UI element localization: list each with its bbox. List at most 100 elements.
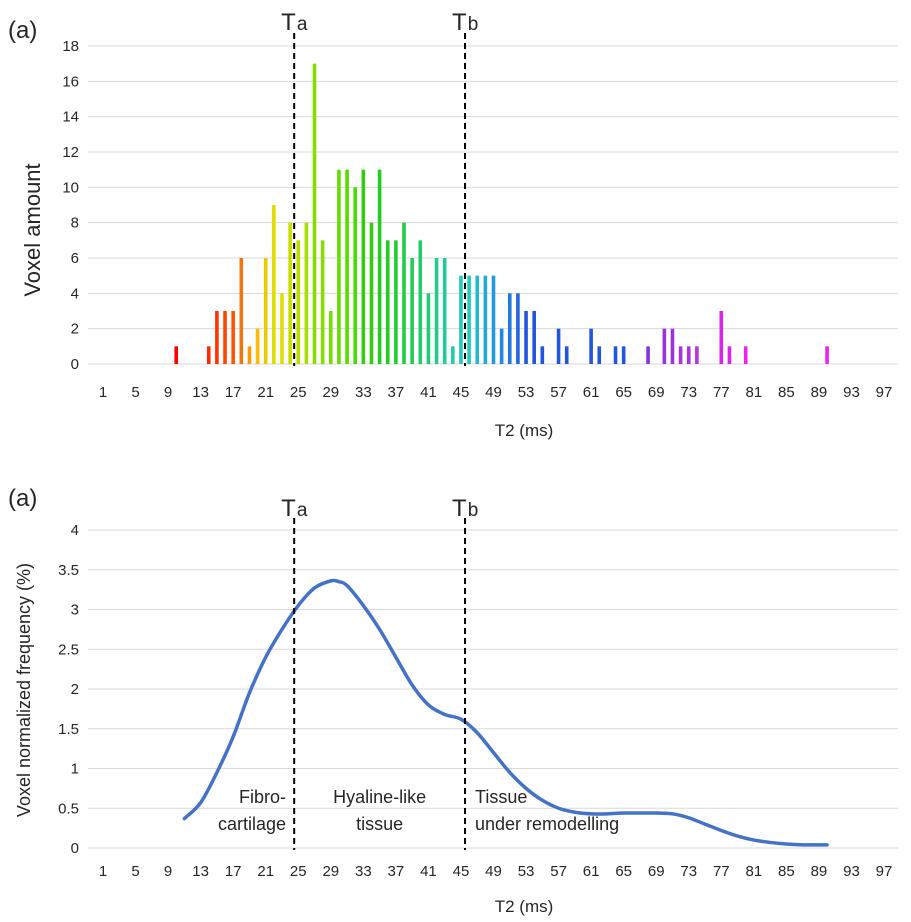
bar [483,275,488,364]
x-tick-label: 53 [518,863,535,880]
bar [215,311,219,364]
y-tick-label: 3 [71,602,79,619]
x-tick-label: 25 [290,384,307,401]
x-tick-label: 1 [99,863,107,880]
bar [589,328,593,364]
x-tick-label: 77 [713,384,730,401]
bar [727,346,732,364]
threshold-label: Ta [281,495,308,522]
frequency-series [182,578,829,847]
threshold-label-sub: a [297,14,308,35]
region-label: under remodelling [475,814,619,834]
bar [377,169,382,364]
bar [516,293,520,364]
x-tick-label: 29 [322,384,339,401]
bar [507,293,512,364]
bar [255,328,260,364]
threshold-label-main: T [452,495,467,522]
bar [825,346,829,364]
y-tick-label: 14 [62,109,79,126]
x-tick-label: 37 [388,384,405,401]
bar [206,346,211,364]
x-tick-label: 69 [648,384,665,401]
x-tick-label: 25 [290,863,307,880]
y-tick-label: 4 [71,285,79,302]
threshold-label: Ta [281,9,308,36]
x-tick-label: 89 [811,384,828,401]
y-axis-label: Voxel normalized frequency (%) [14,563,34,817]
bar [223,311,227,364]
bar [621,346,626,364]
y-tick-label: 0.5 [58,800,79,817]
bar [247,346,252,364]
x-tick-label: 21 [257,863,274,880]
y-tick-label: 6 [71,250,79,267]
threshold-label-main: T [452,9,467,36]
bar [304,222,309,364]
x-tick-label: 77 [713,863,730,880]
bar [361,169,366,364]
bar [613,346,618,364]
y-tick-label: 2.5 [58,641,79,658]
bar [174,346,179,364]
x-tick-label: 37 [388,863,405,880]
region-label: cartilage [218,814,286,834]
x-tick-label: 29 [322,863,339,880]
x-tick-label: 9 [164,384,172,401]
bar [564,346,569,364]
x-tick-label: 73 [680,863,697,880]
bar [743,346,748,364]
threshold-label-sub: b [468,500,479,521]
region-label: Tissue [475,787,527,807]
frequency-line [182,578,829,847]
x-tick-label: 85 [778,384,795,401]
histogram-panel: (a) 0 2 4 6 8 10 12 14 16 18 1 5 9 13 17 21 25 29 33 37 41 4… [8,9,898,440]
threshold-label-sub: b [468,14,479,35]
x-tick-label: 49 [485,384,502,401]
x-tick-label: 49 [485,863,502,880]
x-tick-label: 57 [550,384,567,401]
y-tick-labels: 0 0.5 1 1.5 2 2.5 3 3.5 4 [58,522,79,857]
bar [320,240,325,364]
x-tick-label: 53 [518,384,535,401]
x-tick-label: 93 [843,863,860,880]
y-tick-label: 2 [71,321,79,338]
bar [385,240,390,364]
x-tick-label: 93 [843,384,860,401]
bar [532,311,536,364]
bar [231,311,235,364]
threshold-label: Tb [452,9,478,36]
y-tick-label: 1.5 [58,721,79,738]
y-tick-label: 0 [71,356,79,373]
x-tick-label: 1 [99,384,107,401]
gridlines [88,45,898,365]
bar [272,205,276,364]
y-axis-label: Voxel amount [20,163,45,296]
panel-label: (a) [8,17,37,44]
bar [418,240,423,364]
bars [174,63,829,365]
x-tick-label: 89 [811,863,828,880]
region-labels: Fibro-cartilage Hyaline-like tissue Tissue u… [218,787,619,834]
x-tick-label: 5 [131,384,139,401]
x-tick-label: 65 [615,863,632,880]
x-tick-label: 13 [192,863,209,880]
y-tick-label: 8 [71,215,79,232]
bar [678,346,683,364]
x-tick-label: 69 [648,863,665,880]
gridlines [88,529,898,849]
x-tick-label: 17 [225,384,242,401]
x-tick-label: 33 [355,863,372,880]
y-tick-label: 3.5 [58,562,79,579]
x-tick-label: 17 [225,863,242,880]
x-tick-labels: 1 5 9 13 17 21 25 29 33 37 41 45 49 53 57 61 65 69 73 77 81 8… [99,384,893,401]
threshold-label-main: T [281,495,296,522]
y-tick-label: 16 [62,73,79,90]
threshold-lines: Ta Tb [281,9,478,366]
bar [662,328,667,364]
x-tick-label: 9 [164,863,172,880]
threshold-lines: Ta Tb [281,495,478,850]
bar [426,293,431,364]
bar [369,222,374,364]
y-tick-label: 10 [62,179,79,196]
